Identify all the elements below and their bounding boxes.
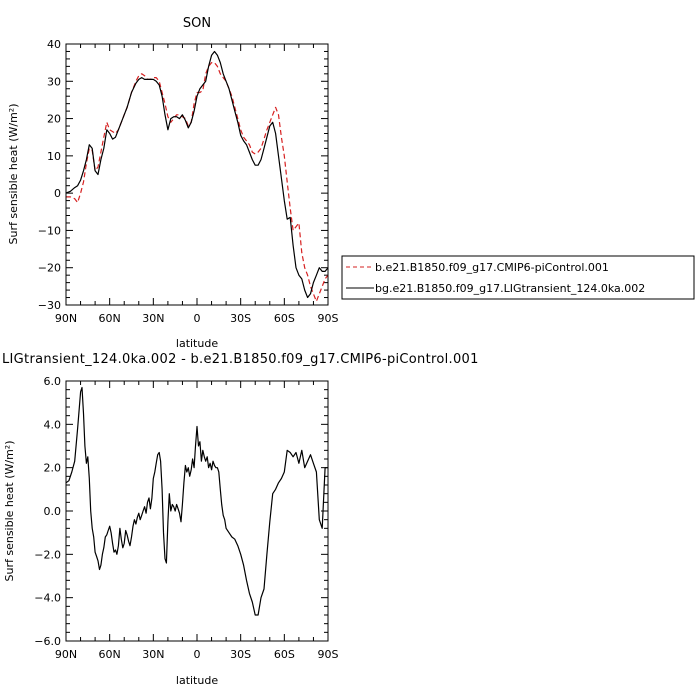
x-tick-label: 60N bbox=[99, 312, 121, 325]
legend-label-picontrol: b.e21.B1850.f09_g17.CMIP6-piControl.001 bbox=[375, 261, 609, 274]
top-chart-title: SON bbox=[183, 16, 211, 31]
bottom-chart-y-axis-label: Surf sensible heat (W/m²) bbox=[3, 441, 16, 582]
x-tick-label: 0 bbox=[194, 312, 201, 325]
y-tick-label: −4.0 bbox=[34, 592, 61, 605]
x-tick-label: 60S bbox=[274, 648, 295, 661]
bottom-chart-plot-frame bbox=[65, 380, 329, 642]
x-tick-label: 90N bbox=[55, 648, 77, 661]
y-tick-label: 30 bbox=[47, 75, 61, 88]
y-tick-label: −10 bbox=[38, 224, 61, 237]
y-tick-label: 2.0 bbox=[44, 462, 62, 475]
x-tick-label: 30N bbox=[142, 312, 164, 325]
bottom-chart-x-axis-label: latitude bbox=[176, 674, 218, 687]
y-tick-label: 4.0 bbox=[44, 418, 62, 431]
legend: b.e21.B1850.f09_g17.CMIP6-piControl.001 … bbox=[341, 255, 695, 300]
bottom-chart-title: LIGtransient_124.0ka.002 - b.e21.B1850.f… bbox=[2, 352, 479, 367]
bottom-chart-series-lines bbox=[65, 386, 328, 616]
y-tick-label: 6.0 bbox=[44, 375, 62, 388]
y-tick-label: 10 bbox=[47, 150, 61, 163]
top-chart-x-axis-label: latitude bbox=[176, 337, 218, 350]
x-tick-label: 30S bbox=[230, 648, 251, 661]
x-tick-label: 90N bbox=[55, 312, 77, 325]
legend-label-ligtransient: bg.e21.B1850.f09_g17.LIGtransient_124.0k… bbox=[375, 282, 645, 295]
bottom-chart-ticks: 90N 60N 30N 0 30S 60S 90S −6.0 −4.0 −2.0 0.0 2.0 4.0… bbox=[34, 375, 338, 661]
bottom-chart: LIGtransient_124.0ka.002 - b.e21.B1850.f… bbox=[2, 352, 479, 687]
x-tick-label: 30S bbox=[230, 312, 251, 325]
series-line-1 bbox=[65, 50, 329, 299]
y-tick-label: −20 bbox=[38, 262, 61, 275]
y-tick-label: −30 bbox=[38, 299, 61, 312]
y-tick-label: 0 bbox=[54, 187, 61, 200]
y-tick-label: −2.0 bbox=[34, 548, 61, 561]
y-tick-label: 40 bbox=[47, 38, 61, 51]
y-tick-label: −6.0 bbox=[34, 635, 61, 648]
x-tick-label: 60S bbox=[274, 312, 295, 325]
x-tick-label: 90S bbox=[318, 312, 339, 325]
series-line-0 bbox=[66, 61, 329, 302]
series-line-0 bbox=[65, 386, 328, 616]
top-chart-ticks: 90N 60N 30N 0 30S 60S 90S −30 −20 −10 0 10 20 30 40 bbox=[38, 38, 339, 325]
top-chart-plot-frame bbox=[65, 43, 329, 306]
x-tick-label: 90S bbox=[318, 648, 339, 661]
top-chart-series-lines bbox=[65, 50, 329, 302]
top-chart-y-axis-label: Surf sensible heat (W/m²) bbox=[7, 104, 20, 245]
legend-box bbox=[341, 255, 695, 300]
x-tick-label: 60N bbox=[99, 648, 121, 661]
x-tick-label: 30N bbox=[142, 648, 164, 661]
y-tick-label: 0.0 bbox=[44, 505, 62, 518]
y-tick-label: 20 bbox=[47, 113, 61, 126]
x-tick-label: 0 bbox=[194, 648, 201, 661]
top-chart: SON Surf sensible heat (W/m²) latitude 9… bbox=[7, 16, 339, 350]
